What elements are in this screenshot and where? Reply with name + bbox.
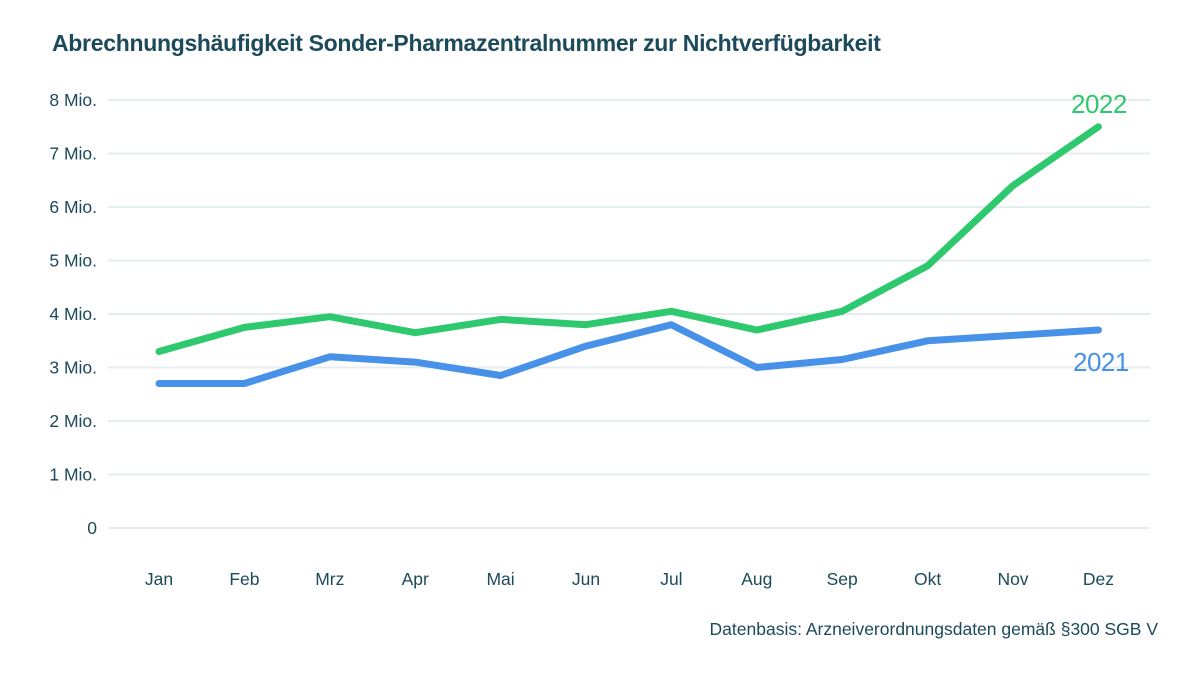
y-tick-label: 6 Mio. — [49, 197, 97, 217]
y-tick-label: 5 Mio. — [49, 251, 97, 271]
series-line-2021 — [155, 321, 1102, 387]
y-tick-label: 8 Mio. — [49, 90, 97, 110]
source-note: Datenbasis: Arzneiverordnungsdaten gemäß… — [709, 619, 1158, 639]
x-tick-label: Mai — [486, 569, 514, 589]
x-tick-label: Nov — [997, 569, 1028, 589]
x-tick-label: Feb — [229, 569, 259, 589]
x-tick-label: Aug — [741, 569, 772, 589]
x-tick-label: Jul — [660, 569, 682, 589]
y-tick-label: 0 — [87, 518, 97, 538]
y-tick-label: 4 Mio. — [49, 304, 97, 324]
y-tick-label: 2 Mio. — [49, 411, 97, 431]
series-line-2022 — [155, 123, 1102, 355]
x-tick-label: Jun — [572, 569, 600, 589]
y-tick-label: 1 Mio. — [49, 465, 97, 485]
x-tick-label: Dez — [1083, 569, 1114, 589]
y-tick-label: 3 Mio. — [49, 358, 97, 378]
chart-title: Abrechnungshäufigkeit Sonder-Pharmazentr… — [52, 30, 881, 56]
y-tick-label: 7 Mio. — [49, 144, 97, 164]
x-tick-label: Sep — [827, 569, 858, 589]
x-tick-label: Okt — [914, 569, 941, 589]
series-label-2022: 2022 — [1071, 89, 1127, 119]
series-label-2021: 2021 — [1073, 347, 1129, 377]
x-tick-label: Apr — [402, 569, 429, 589]
x-tick-label: Mrz — [315, 569, 344, 589]
x-tick-label: Jan — [145, 569, 173, 589]
